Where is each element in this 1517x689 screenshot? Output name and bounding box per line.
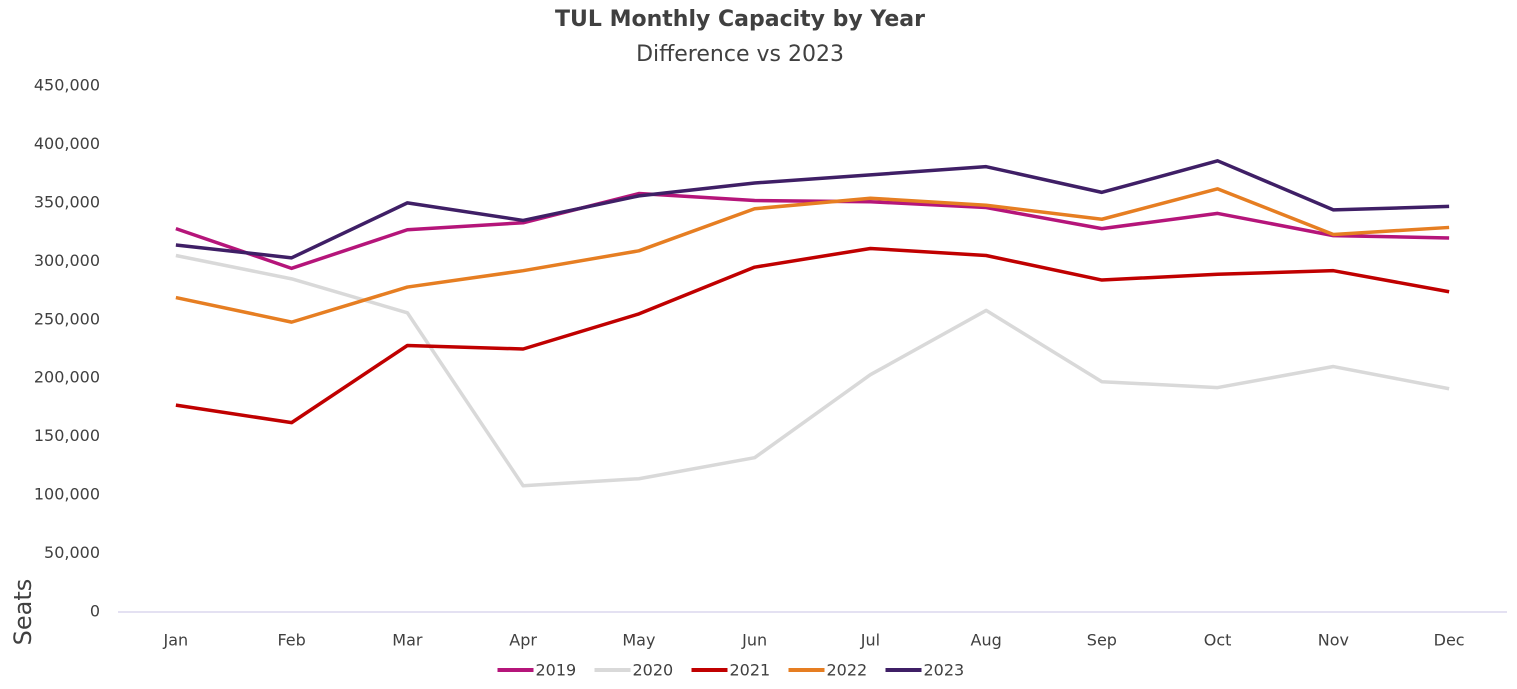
y-tick-label: 200,000 [34, 368, 100, 387]
y-axis-label: Seats [9, 579, 37, 646]
x-tick-label: Jul [860, 631, 880, 650]
chart-title: TUL Monthly Capacity by Year [555, 7, 925, 32]
y-tick-label: 0 [90, 602, 100, 621]
y-tick-label: 250,000 [34, 309, 100, 328]
legend-label: 2020 [633, 661, 674, 680]
y-tick-label: 150,000 [34, 426, 100, 445]
x-tick-label: Jan [163, 631, 189, 650]
y-tick-label: 400,000 [34, 134, 100, 153]
x-tick-label: Oct [1204, 631, 1232, 650]
x-tick-label: Nov [1318, 631, 1349, 650]
x-tick-label: Sep [1087, 631, 1117, 650]
series-line [175, 191, 1450, 271]
series-line [175, 253, 1450, 488]
x-tick-label: Mar [392, 631, 423, 650]
chart-subtitle: Difference vs 2023 [636, 42, 844, 67]
legend-label: 2023 [924, 661, 965, 680]
legend-label: 2019 [536, 661, 577, 680]
y-tick-label: 50,000 [44, 543, 100, 562]
x-tick-label: Dec [1434, 631, 1465, 650]
x-tick-label: May [622, 631, 655, 650]
series-line [175, 159, 1450, 260]
y-tick-label: 450,000 [34, 76, 100, 95]
x-tick-label: Jun [741, 631, 767, 650]
x-tick-label: Aug [971, 631, 1002, 650]
series-line [175, 246, 1450, 425]
series-line [175, 187, 1450, 324]
x-tick-label: Apr [509, 631, 537, 650]
legend-label: 2021 [730, 661, 771, 680]
y-tick-label: 300,000 [34, 251, 100, 270]
legend-label: 2022 [827, 661, 868, 680]
x-tick-label: Feb [277, 631, 305, 650]
y-tick-label: 350,000 [34, 192, 100, 211]
y-tick-label: 100,000 [34, 485, 100, 504]
